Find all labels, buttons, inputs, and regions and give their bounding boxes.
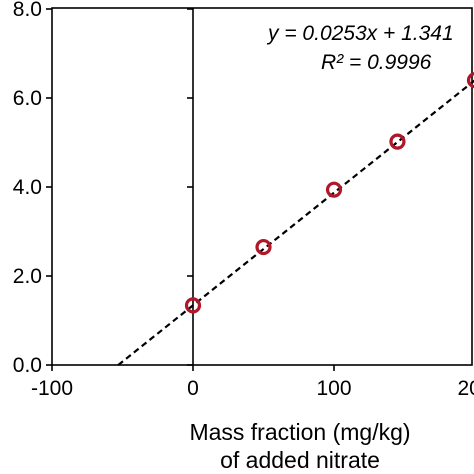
fit-line-layer — [117, 79, 474, 366]
tick-labels-layer: -100 0 100 200 0.0 2.0 4.0 6.0 8.0 — [13, 0, 474, 400]
fit-line — [117, 79, 474, 366]
x-axis-title-line-2: of added nitrate — [220, 447, 380, 473]
y-tick-label: 0.0 — [13, 354, 42, 377]
data-points-layer — [184, 72, 474, 314]
data-point — [325, 181, 343, 198]
tick-marks-layer — [46, 8, 335, 371]
equation-line-2: R² = 0.9996 — [321, 51, 432, 74]
equation-line-1: y = 0.0253x + 1.341 — [266, 22, 454, 45]
data-point — [466, 72, 474, 89]
data-point — [255, 238, 272, 256]
x-axis-title-line-1: Mass fraction (mg/kg) — [189, 419, 410, 445]
x-tick-label: 200 — [457, 377, 474, 400]
y-tick-label: 8.0 — [13, 0, 42, 21]
x-tick-label: 100 — [316, 377, 351, 400]
data-point — [389, 133, 406, 150]
data-point — [184, 297, 202, 314]
x-tick-label: 0 — [187, 377, 199, 400]
y-tick-label: 2.0 — [13, 265, 42, 288]
x-tick-label: -100 — [31, 377, 73, 400]
y-tick-label: 6.0 — [13, 87, 42, 110]
y-tick-label: 4.0 — [13, 176, 42, 199]
